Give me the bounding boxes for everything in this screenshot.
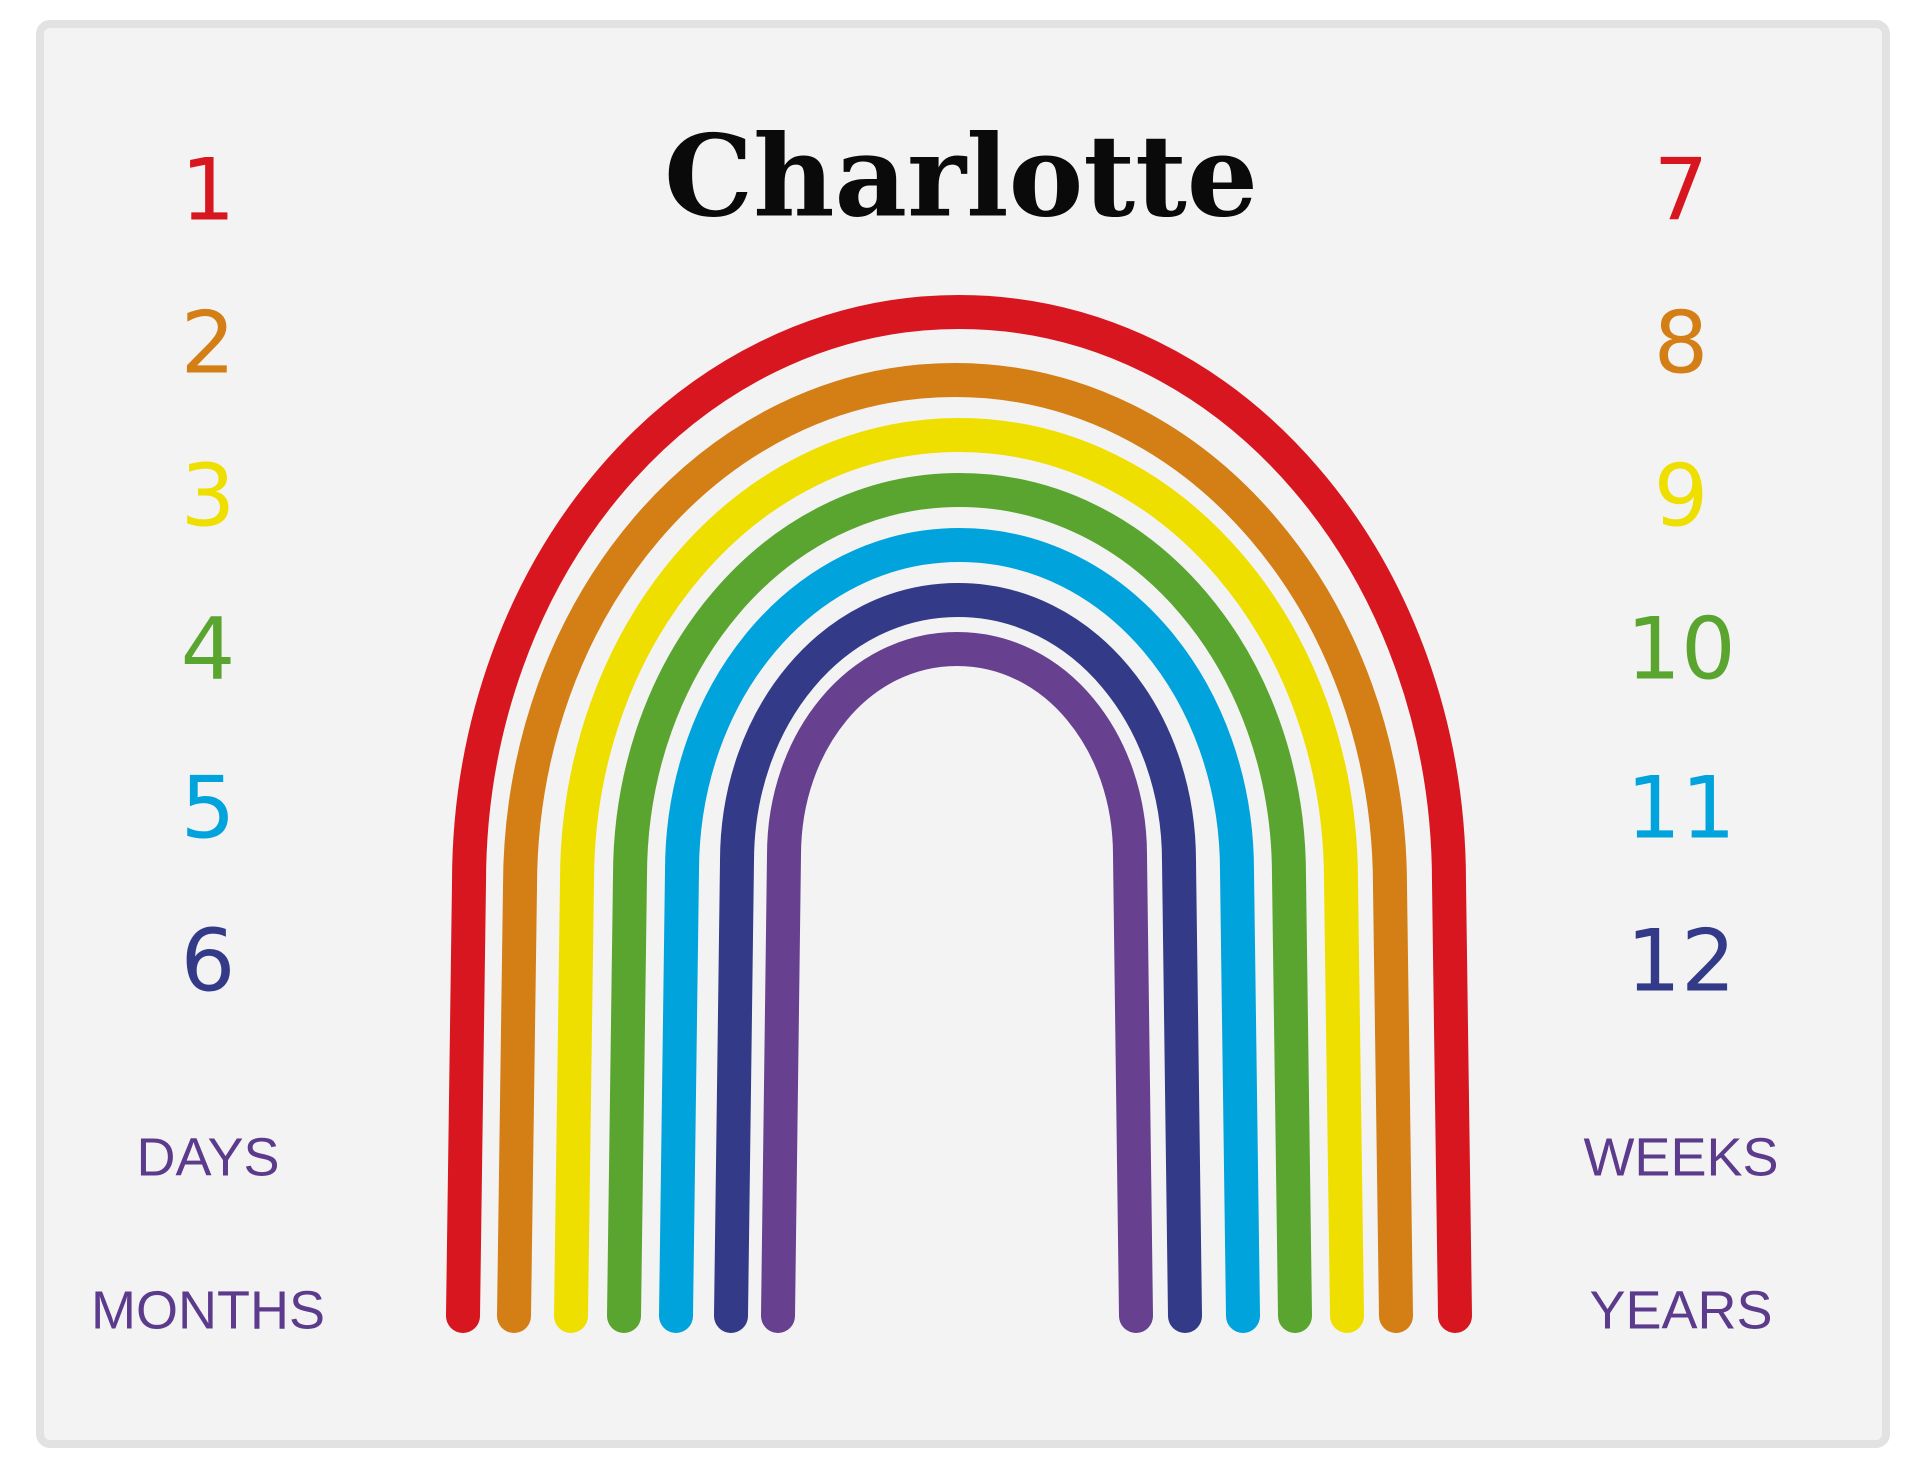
month-number: 6	[181, 911, 236, 1011]
unit-label: YEARS	[1589, 1280, 1772, 1340]
unit-label: WEEKS	[1583, 1127, 1778, 1187]
month-number: 3	[181, 446, 236, 546]
month-number: 5	[181, 758, 236, 858]
unit-label: MONTHS	[91, 1280, 325, 1340]
month-number: 11	[1626, 758, 1735, 858]
rainbow-band	[761, 632, 1153, 1333]
month-number: 10	[1626, 599, 1735, 699]
month-number: 12	[1626, 911, 1735, 1011]
month-number: 1	[181, 140, 236, 240]
rainbow-band	[446, 295, 1472, 1333]
month-number: 8	[1654, 293, 1709, 393]
month-number: 7	[1654, 140, 1709, 240]
rainbow-band	[659, 528, 1260, 1333]
month-number: 4	[181, 599, 236, 699]
name-title: Charlotte	[664, 111, 1258, 242]
rainbow-band	[607, 473, 1312, 1333]
unit-label: DAYS	[136, 1127, 279, 1187]
rainbow	[446, 295, 1472, 1333]
rainbow-band	[714, 583, 1202, 1333]
month-number: 2	[181, 293, 236, 393]
rainbow-band	[497, 363, 1413, 1333]
rainbow-band	[554, 418, 1364, 1333]
month-number: 9	[1654, 446, 1709, 546]
